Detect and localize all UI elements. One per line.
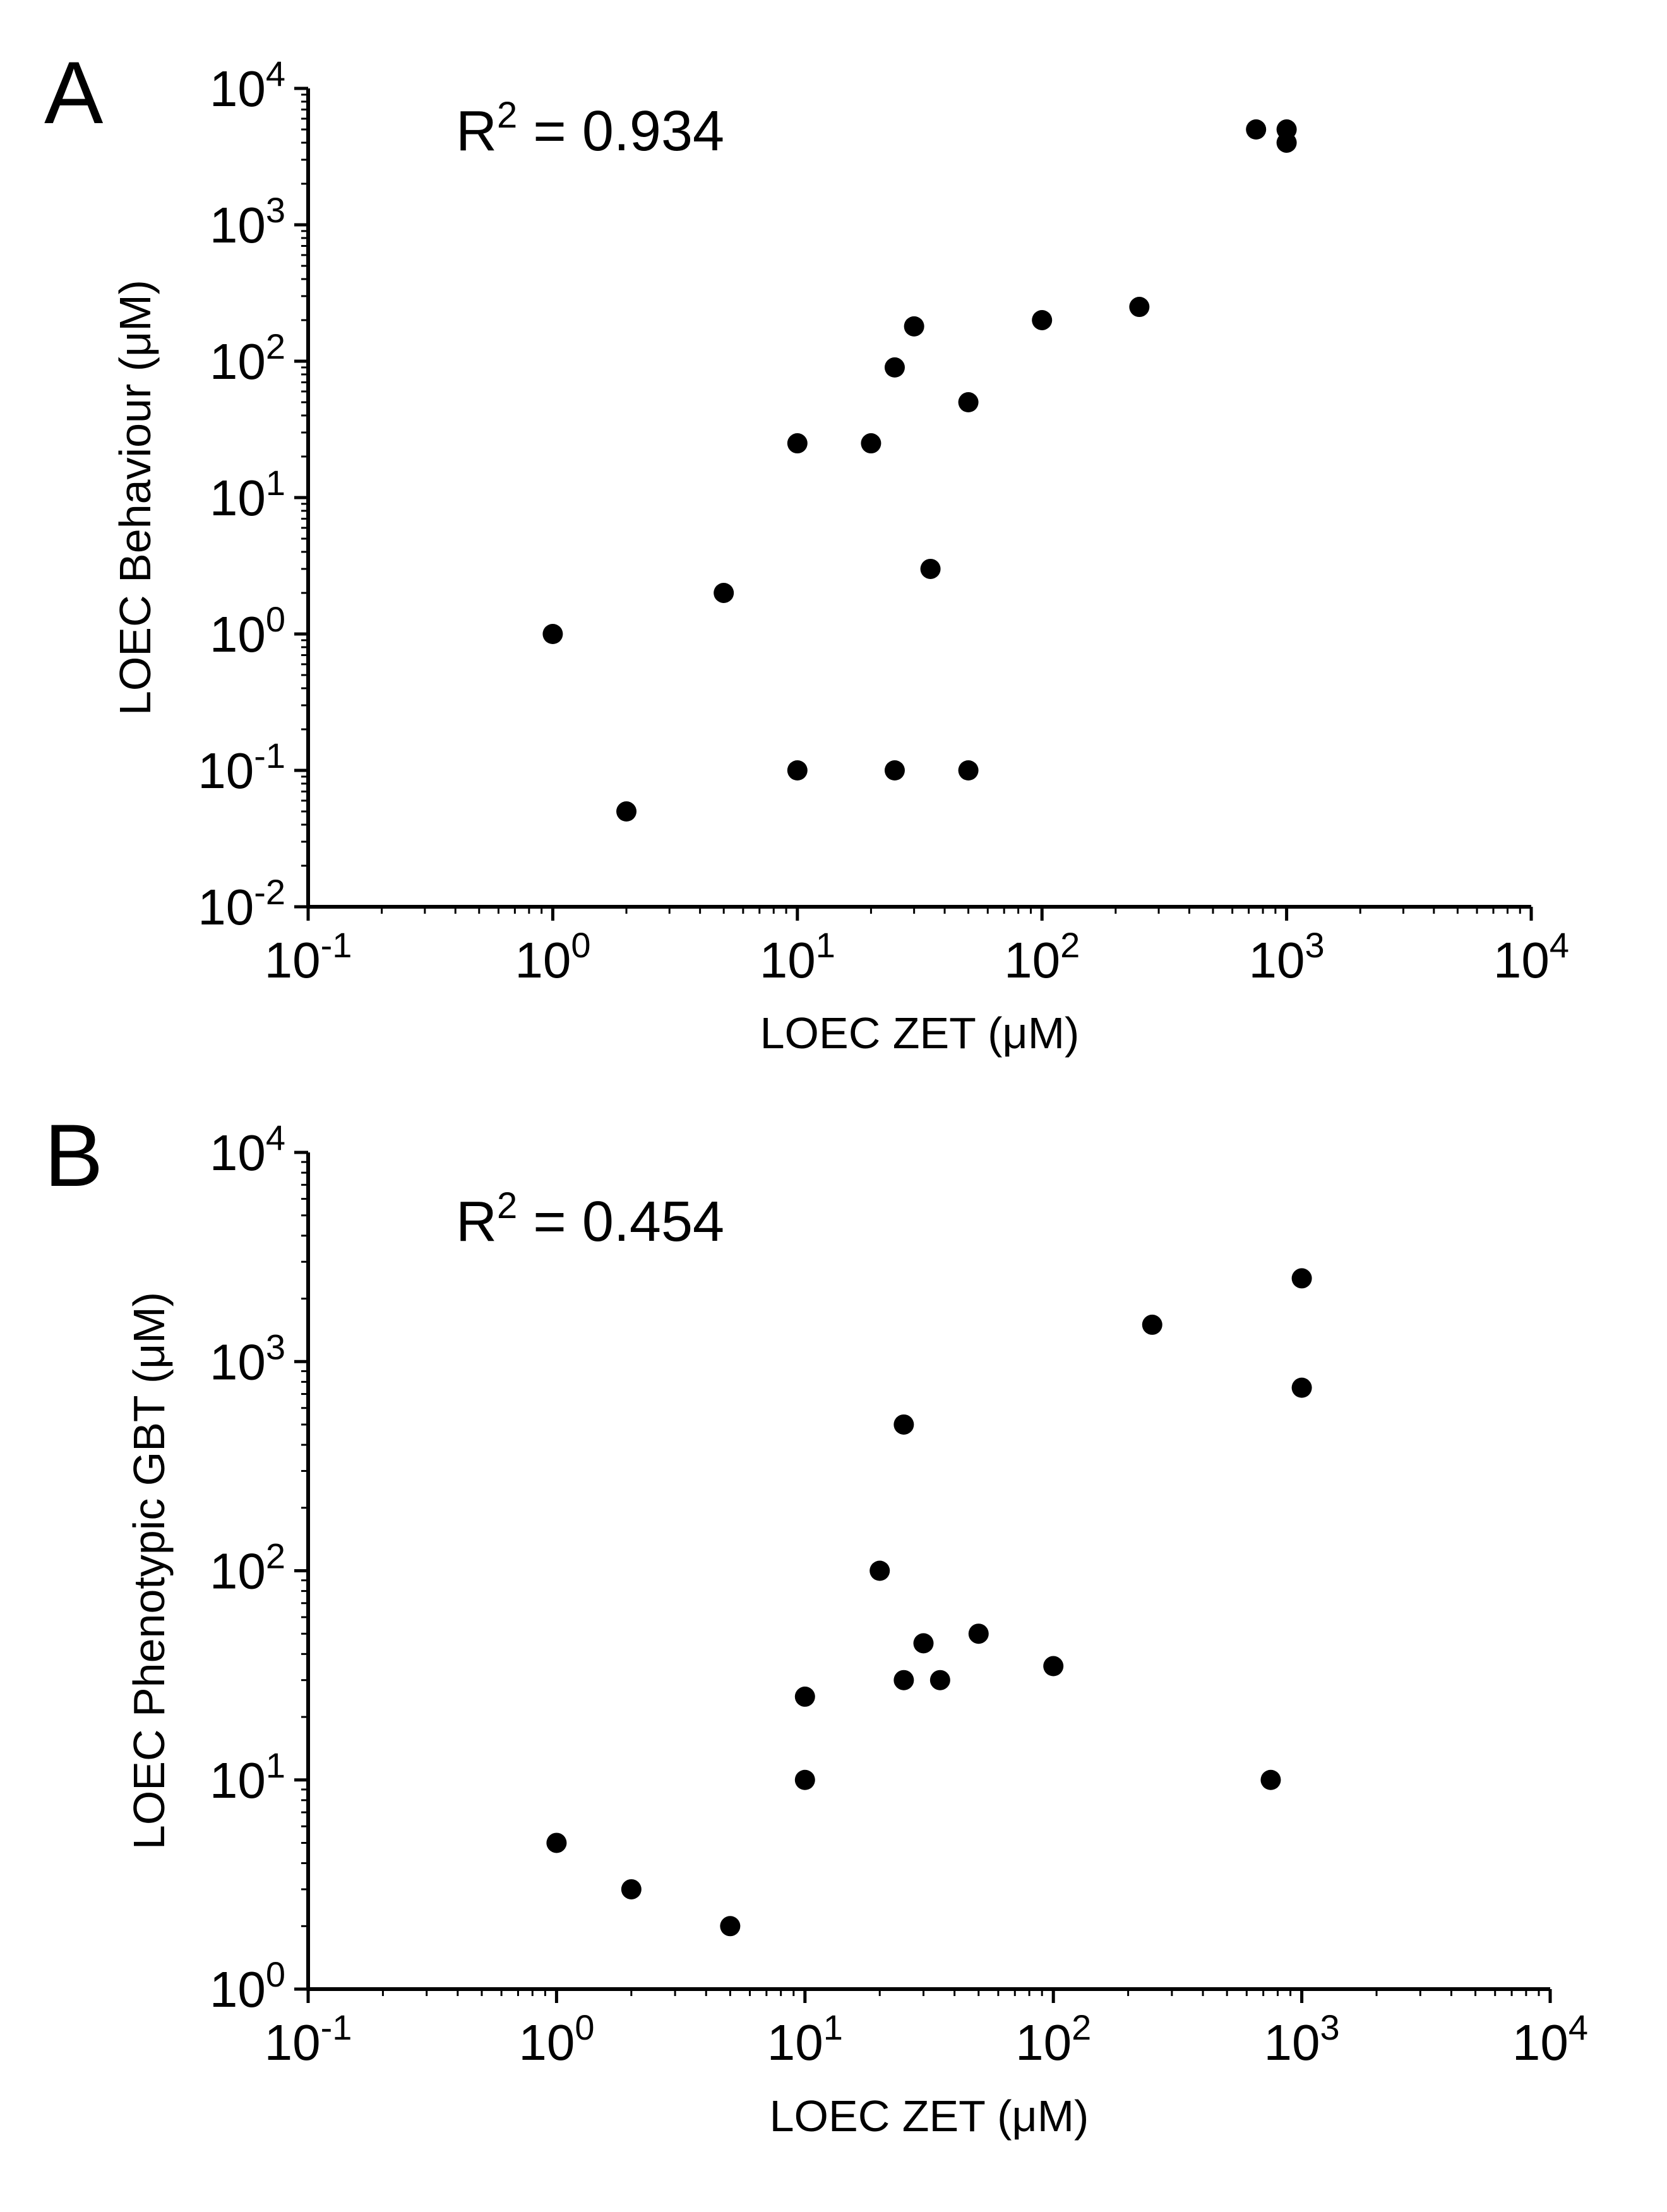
data-point (1129, 297, 1150, 318)
x-tick-label: 101 (760, 925, 835, 988)
x-tick-label: 100 (515, 925, 590, 988)
x-tick-label: 102 (1015, 2007, 1091, 2071)
data-point (1043, 1656, 1064, 1677)
y-axis-title: LOEC Phenotypic GBT (μM) (124, 1292, 174, 1850)
r-squared-annotation: R2 = 0.454 (456, 1185, 724, 1253)
data-point (893, 1414, 914, 1435)
chart-panel-a: A10-1 100 101 102 103 10410-210-1100101102103… (44, 43, 1569, 1058)
x-tick-label: 10-1 (265, 925, 352, 988)
x-tick-label: 104 (1512, 2007, 1588, 2071)
data-point (542, 624, 563, 644)
data-point (904, 316, 924, 337)
y-tick-label: 104 (210, 1118, 285, 1181)
data-point (884, 357, 905, 378)
y-tick-label: 101 (210, 1745, 285, 1808)
x-tick-label: 100 (518, 2007, 594, 2071)
data-point (1246, 119, 1267, 140)
x-tick-label: 103 (1249, 925, 1325, 988)
y-tick-label: 100 (210, 1954, 285, 2018)
data-point (1032, 309, 1053, 330)
data-point (621, 1879, 642, 1899)
data-point (794, 1686, 815, 1707)
data-point (920, 558, 941, 579)
data-point (869, 1560, 890, 1581)
data-point (968, 1623, 989, 1644)
data-point (884, 760, 905, 780)
data-point (1142, 1314, 1162, 1335)
data-point (720, 1916, 741, 1937)
x-tick-label: 104 (1493, 925, 1569, 988)
y-tick-label: 102 (210, 326, 285, 390)
data-point (861, 433, 881, 454)
y-tick-label: 10-1 (198, 736, 285, 799)
data-point (787, 433, 808, 454)
y-tick-label: 103 (210, 1327, 285, 1390)
data-point (1291, 1268, 1312, 1289)
x-tick-label: 103 (1264, 2007, 1340, 2071)
data-point (958, 392, 979, 413)
panel-letter: B (44, 1106, 103, 1205)
data-point (794, 1769, 815, 1790)
y-tick-label: 101 (210, 463, 285, 526)
x-axis-title: LOEC ZET (μM) (760, 1008, 1080, 1058)
data-point (714, 582, 734, 603)
data-point (616, 801, 637, 822)
data-point (913, 1633, 934, 1654)
data-point (546, 1832, 567, 1853)
y-tick-label: 10-2 (198, 872, 285, 935)
y-tick-label: 103 (210, 190, 285, 253)
x-axis-title: LOEC ZET (μM) (770, 2091, 1089, 2141)
data-point (893, 1670, 914, 1690)
r-squared-annotation: R2 = 0.934 (456, 95, 724, 163)
x-tick-label: 10-1 (265, 2007, 352, 2071)
data-point (1260, 1769, 1281, 1790)
chart-panel-b: B10-1 100 101 102 103 104100101102103104LOEC … (44, 1106, 1588, 2141)
y-tick-label: 100 (210, 599, 285, 662)
y-tick-label: 102 (210, 1536, 285, 1599)
data-point (958, 760, 979, 780)
x-tick-label: 101 (767, 2007, 843, 2071)
x-tick-label: 102 (1004, 925, 1080, 988)
data-point (929, 1670, 950, 1690)
data-point (1276, 132, 1297, 153)
data-point (787, 760, 808, 780)
data-point (1291, 1377, 1312, 1398)
panel-letter: A (44, 43, 104, 142)
y-axis-title: LOEC Behaviour (μM) (111, 280, 160, 715)
y-tick-label: 104 (210, 54, 285, 117)
